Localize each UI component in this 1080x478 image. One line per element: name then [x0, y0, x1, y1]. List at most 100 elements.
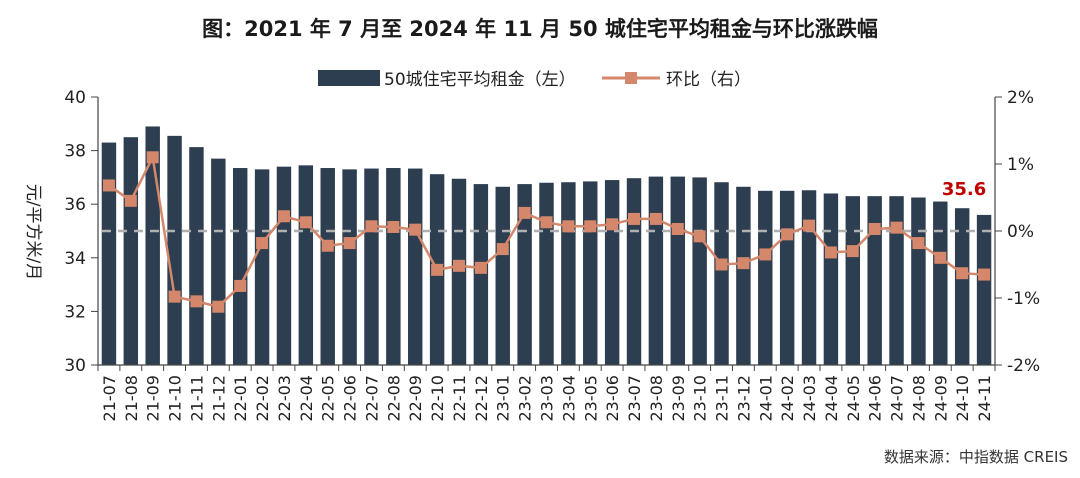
x-tick-label: 22-02: [253, 375, 272, 422]
bar: [211, 158, 226, 365]
bar: [801, 190, 817, 365]
bar: [583, 181, 598, 365]
source-note: 数据来源：中指数据 CREIS: [884, 448, 1068, 466]
bar: [539, 182, 554, 365]
bar: [451, 178, 467, 365]
line-point: [934, 251, 947, 264]
bar: [232, 168, 248, 365]
bar: [167, 135, 182, 365]
bar: [867, 196, 882, 365]
x-tick-label: 22-12: [472, 375, 491, 422]
bar: [889, 196, 904, 365]
line-point: [584, 220, 597, 233]
right-tick-label: -2%: [1007, 356, 1040, 376]
x-tick-label: 24-08: [909, 375, 928, 422]
right-tick-label: 1%: [1007, 155, 1034, 175]
left-tick-label: 30: [64, 356, 86, 376]
bar: [758, 190, 773, 365]
line-point: [518, 206, 531, 219]
x-tick-label: 24-10: [953, 375, 972, 422]
bar: [626, 178, 642, 365]
line-point: [890, 221, 903, 234]
line-point: [387, 220, 400, 233]
bar: [517, 184, 532, 365]
bar: [779, 190, 795, 365]
x-tick-label: 24-06: [866, 375, 885, 422]
bar: [276, 166, 292, 365]
line-point: [452, 259, 465, 272]
line-point: [212, 300, 225, 313]
x-tick-label: 24-09: [931, 375, 950, 422]
line-point: [168, 290, 181, 303]
last-value-annotation: 35.6: [942, 179, 986, 200]
x-tick-label: 23-05: [581, 375, 600, 422]
line-point: [474, 261, 487, 274]
x-tick-label: 24-02: [778, 375, 797, 422]
line-point: [956, 267, 969, 280]
x-tick-label: 21-08: [122, 375, 141, 422]
legend-line-label: 环比（右）: [666, 70, 751, 90]
line-point: [978, 268, 991, 281]
x-tick-label: 21-11: [188, 375, 207, 422]
line-point: [496, 243, 509, 256]
x-tick-label: 21-12: [209, 375, 228, 422]
bar: [189, 147, 204, 365]
axes: [97, 97, 996, 366]
x-tick-label: 22-06: [341, 375, 360, 422]
x-tick-label: 23-01: [494, 375, 513, 422]
left-tick-label: 38: [64, 142, 86, 162]
line-series: [102, 151, 991, 313]
x-tick-label: 24-01: [756, 375, 775, 422]
x-tick-label: 22-09: [406, 375, 425, 422]
x-tick-label: 22-08: [384, 375, 403, 422]
bar: [954, 208, 970, 365]
line-point: [737, 257, 750, 270]
bar: [386, 168, 401, 365]
bar: [976, 214, 992, 365]
legend-line-marker: [625, 72, 637, 84]
y-axis-label: 元/平方米/月: [23, 184, 43, 280]
line-point: [562, 220, 575, 233]
left-tick-label: 34: [64, 249, 86, 269]
line-point: [868, 222, 881, 235]
bar: [364, 168, 379, 365]
left-tick-label: 36: [64, 195, 86, 215]
x-tick-label: 22-05: [319, 375, 338, 422]
x-tick-label: 23-04: [559, 375, 578, 422]
x-tick-label: 21-10: [166, 375, 185, 422]
line-point: [409, 223, 422, 236]
line-point: [277, 210, 290, 223]
line-point: [256, 237, 269, 250]
line-point: [693, 230, 706, 243]
line-point: [846, 245, 859, 258]
chart-title: 图：2021 年 7 月至 2024 年 11 月 50 城住宅平均租金与环比涨…: [202, 17, 878, 41]
right-tick-label: 2%: [1007, 88, 1034, 108]
line-point: [803, 219, 816, 232]
bar: [408, 168, 423, 365]
x-tick-label: 22-07: [363, 375, 382, 422]
legend: 50城住宅平均租金（左） 环比（右）: [318, 70, 751, 90]
line-point: [234, 279, 247, 292]
bar: [823, 193, 839, 365]
bar: [298, 165, 314, 365]
x-tick-label: 23-12: [734, 375, 753, 422]
x-tick-label: 21-09: [144, 375, 163, 422]
x-tick-label: 22-01: [231, 375, 250, 422]
x-tick-label: 23-11: [713, 375, 732, 422]
x-tick-label: 22-03: [275, 375, 294, 422]
bar: [320, 168, 335, 365]
line-point: [365, 220, 378, 233]
x-tick-label: 24-04: [822, 375, 841, 422]
line-point: [124, 194, 137, 207]
x-tick-label: 23-06: [603, 375, 622, 422]
bar: [648, 176, 664, 365]
bar: [342, 169, 357, 365]
bar: [736, 186, 751, 365]
x-axis-ticks: 21-07 21-08 21-09 21-10 21-11 21-12 22-01 22-02…: [97, 365, 996, 422]
line-point: [343, 237, 356, 250]
line-point: [649, 212, 662, 225]
bar: [714, 182, 729, 365]
right-tick-label: 0%: [1007, 222, 1034, 242]
bar: [495, 186, 510, 365]
